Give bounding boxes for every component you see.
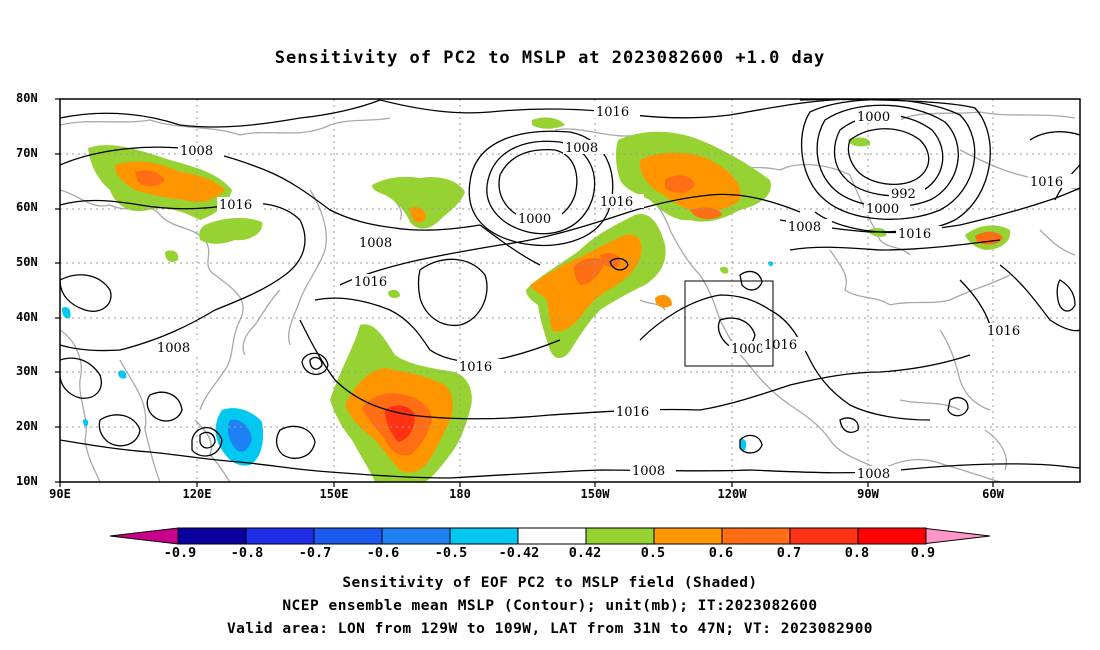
colorbar-swatch [313,527,383,545]
lat-label-30n: 30N [16,364,38,378]
colorbar-label: -0.9 [163,545,197,561]
colorbar-swatch [517,527,587,545]
contour-label: 992 [891,187,916,202]
lat-label-60n: 60N [16,200,38,214]
colorbar [109,527,991,545]
contour-label: 1008 [857,467,890,482]
colorbar-label: 0.5 [640,545,666,561]
contour-label: 1008 [565,141,598,156]
contour-label: 1016 [616,405,649,420]
colorbar-swatch [381,527,451,545]
lon-label-60w: 60W [982,487,1004,501]
footer-line-2: NCEP ensemble mean MSLP (Contour); unit(… [282,598,818,614]
footer-line-3: Valid area: LON from 129W to 109W, LAT f… [226,621,874,637]
axis-ticks [55,98,994,487]
colorbar-swatch [585,527,655,545]
contour-labels: 1016 1008 1000 1008 1016 1000 1016 1008 … [155,104,1074,482]
colorbar-label: -0.6 [366,545,400,561]
lon-label-90e: 90E [49,487,71,501]
shaded-positive [88,117,1011,482]
colorbar-label: -0.7 [298,545,332,561]
colorbar-swatch [449,527,519,545]
contour-label: 1000 [866,202,899,217]
colorbar-label: -0.8 [230,545,264,561]
map-area: 1016 1008 1000 1008 1016 1000 1016 1008 … [60,99,1080,482]
contour-label: 1008 [359,236,392,251]
contour-label: 1016 [596,105,629,120]
colorbar-swatch [789,527,859,545]
colorbar-label: 0.7 [776,545,802,561]
footer-line-1: Sensitivity of EOF PC2 to MSLP field (Sh… [342,575,758,591]
lat-label-40n: 40N [16,310,38,324]
colorbar-label: -0.5 [434,545,468,561]
lon-label-120w: 120W [717,487,747,501]
colorbar-swatch [245,527,315,545]
colorbar-swatch [857,527,927,545]
contour-label: 1016 [1030,175,1063,190]
valid-area-box [684,280,774,367]
contour-label: 1016 [764,338,797,353]
lat-label-80n: 80N [16,91,38,105]
contour-label: 1008 [157,341,190,356]
contour-label: 1000 [518,212,551,227]
colorbar-label: -0.42 [498,545,540,561]
lon-label-90w: 90W [857,487,879,501]
map-frame [59,98,1081,483]
contour-label: 1000 [731,342,764,357]
contour-label: 1016 [600,195,633,210]
contour-label: 1008 [180,144,213,159]
colorbar-label: 0.6 [708,545,734,561]
colorbar-label: 0.42 [568,545,602,561]
lon-label-120e: 120E [182,487,212,501]
colorbar-swatch [653,527,723,545]
lat-label-70n: 70N [16,146,38,160]
contour-label: 1016 [898,227,931,242]
contour-label: 1016 [459,360,492,375]
colorbar-swatch [721,527,791,545]
contour-label: 1016 [354,275,387,290]
contour-label: 1016 [987,324,1020,339]
contour-label: 1000 [857,110,890,125]
lon-label-150e: 150E [319,487,349,501]
colorbar-end-low [109,527,179,545]
colorbar-swatch [177,527,247,545]
lat-label-10n: 10N [16,474,38,488]
colorbar-label: 0.9 [910,545,936,561]
lon-label-180: 180 [449,487,471,501]
lat-label-50n: 50N [16,255,38,269]
colorbar-end-high [921,527,991,545]
lat-label-20n: 20N [16,419,38,433]
contour-label: 1008 [632,464,665,479]
colorbar-label: 0.8 [844,545,870,561]
lon-label-150w: 150W [580,487,610,501]
map-title: Sensitivity of PC2 to MSLP at 2023082600… [274,48,826,68]
contour-label: 1008 [788,220,821,235]
shaded-negative [62,261,774,466]
contour-label: 1016 [219,198,252,213]
